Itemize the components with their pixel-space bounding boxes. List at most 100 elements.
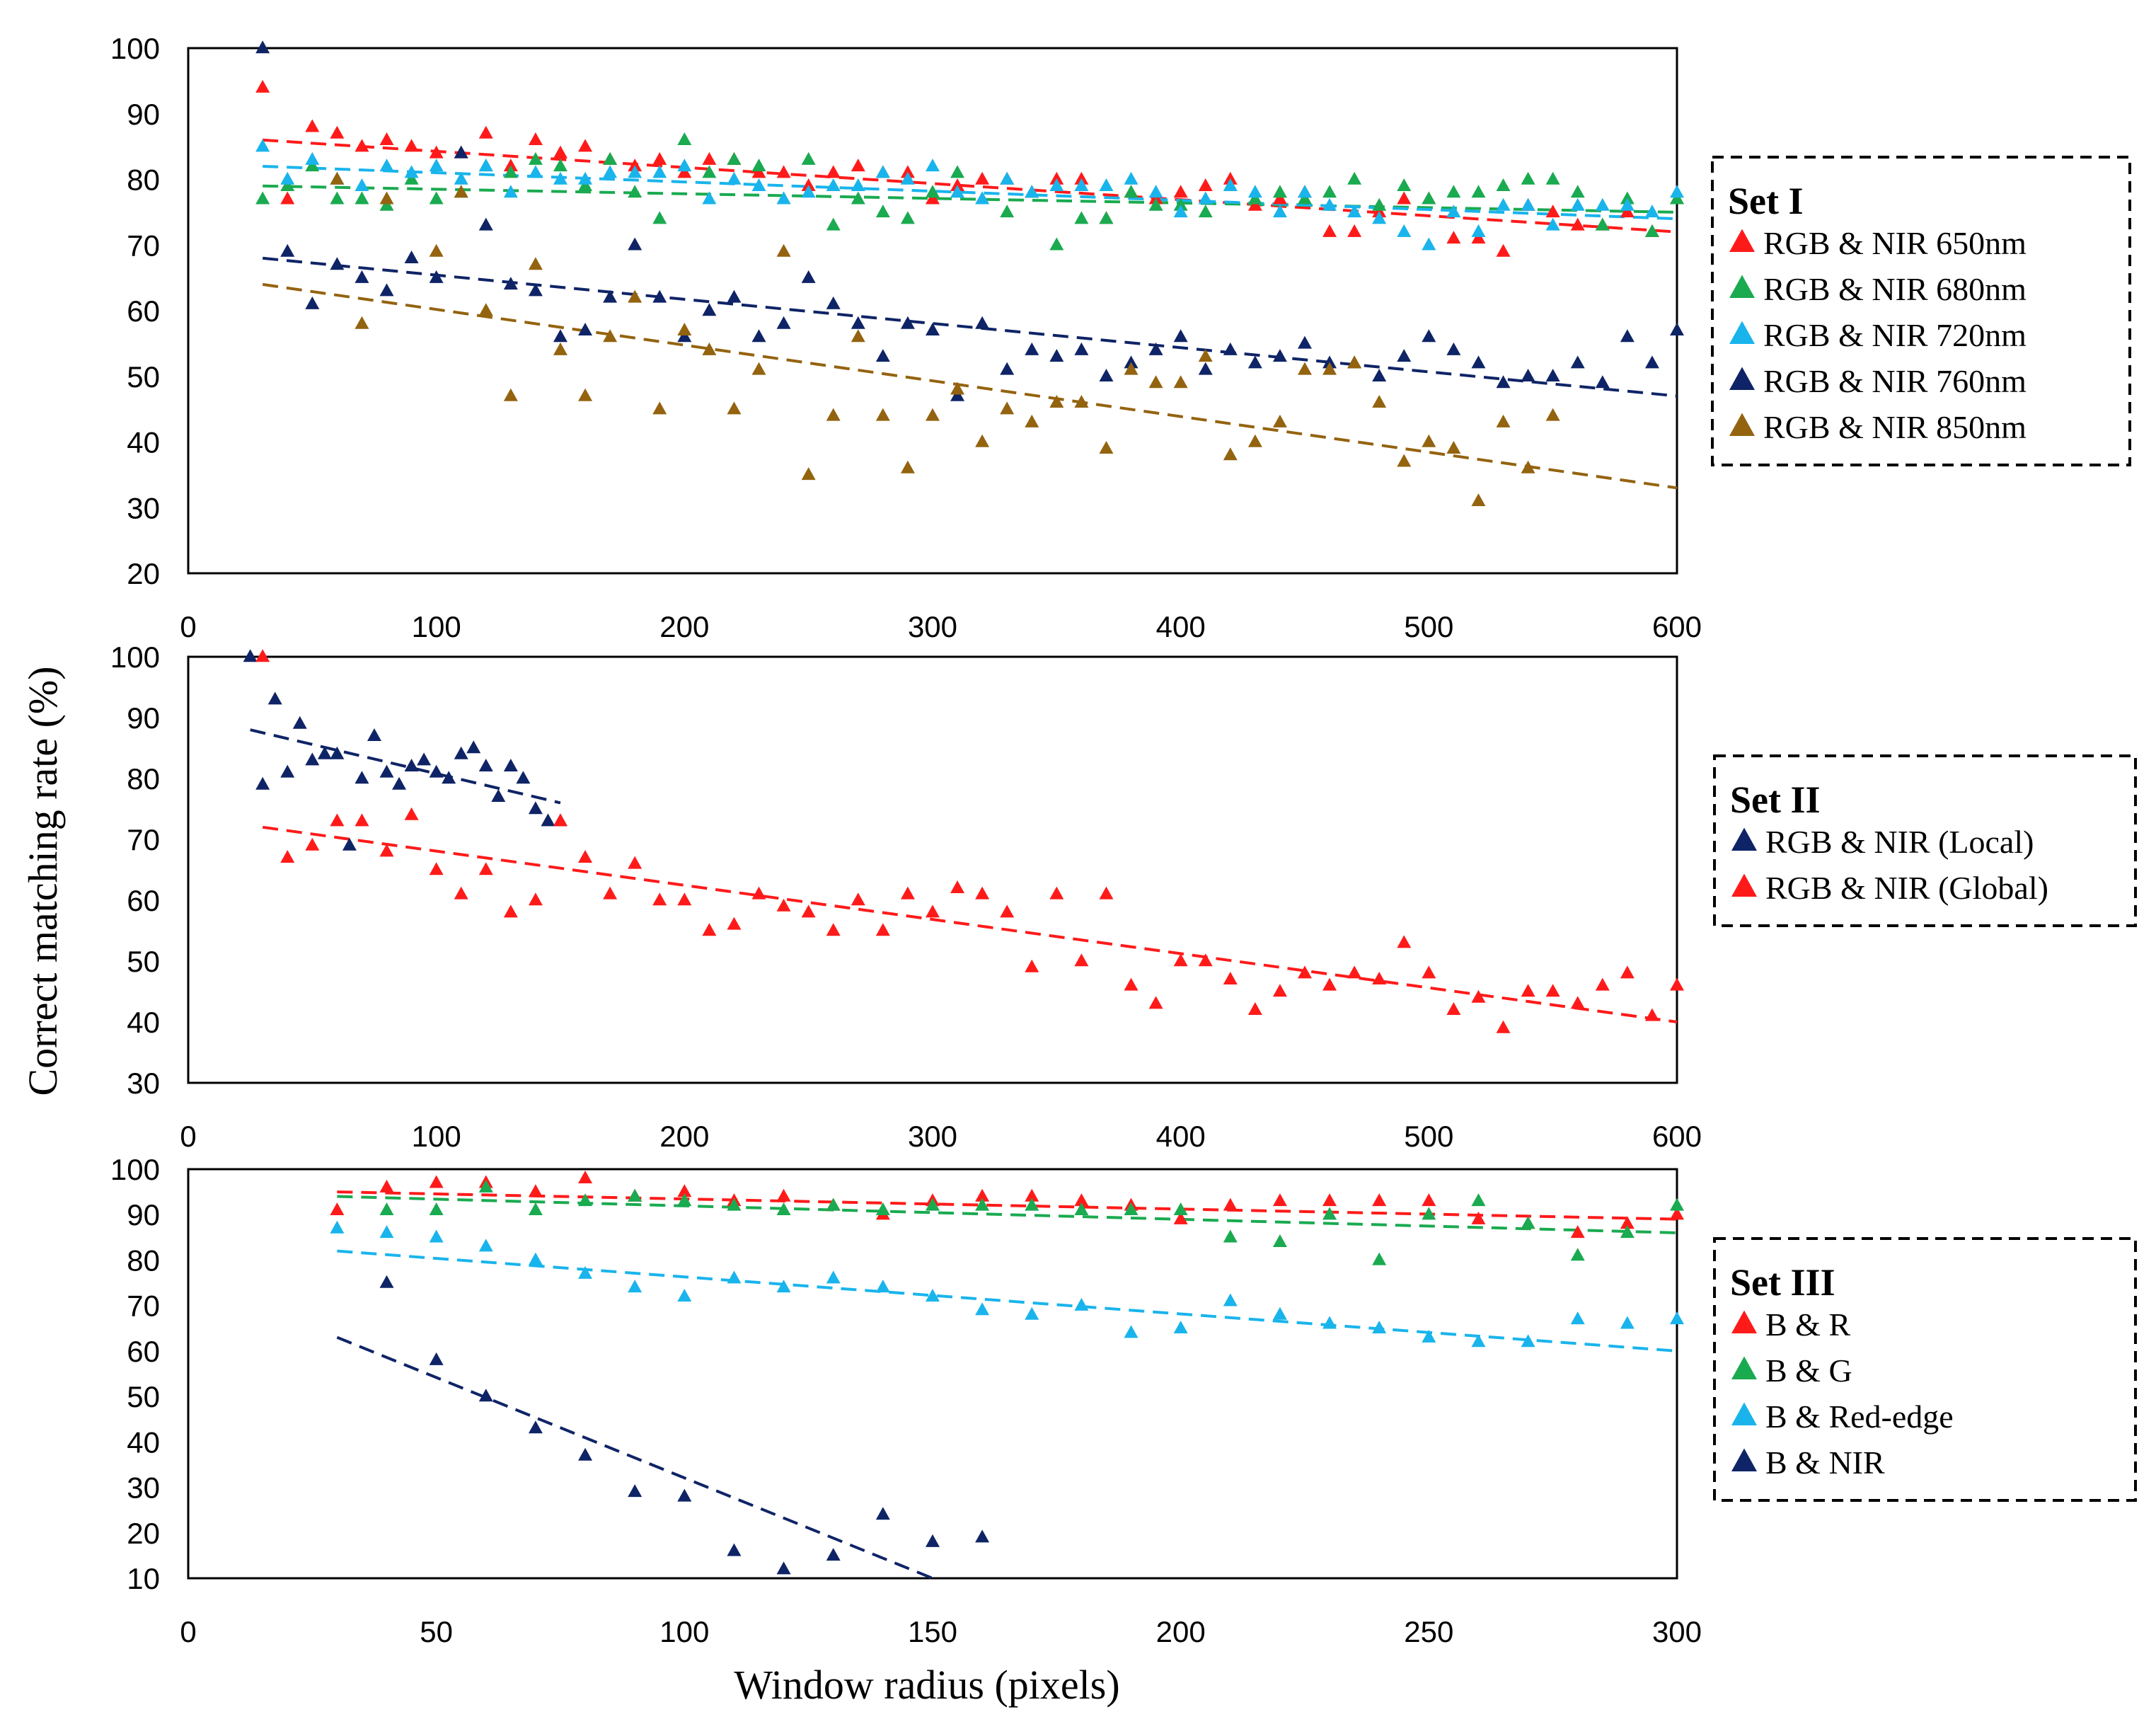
point-rgb-nir-local <box>454 746 468 759</box>
point-b-g <box>478 1179 493 1193</box>
trend-line-b-g <box>337 1195 1678 1234</box>
trend-line-rgb-nir-850nm <box>262 282 1678 490</box>
point-rgb-nir-680nm <box>379 197 394 211</box>
point-rgb-nir-global <box>1446 1002 1461 1015</box>
point-rgb-nir-local <box>255 776 270 790</box>
x-tick-label: 100 <box>412 1120 461 1153</box>
point-rgb-nir-global <box>1347 965 1362 979</box>
x-tick-label: 500 <box>1404 610 1453 643</box>
point-rgb-nir-850nm <box>801 467 816 481</box>
point-rgb-nir-650nm <box>1074 171 1089 185</box>
point-rgb-nir-850nm <box>950 381 965 395</box>
point-rgb-nir-720nm <box>826 178 841 191</box>
point-rgb-nir-760nm <box>280 243 295 257</box>
point-rgb-nir-720nm <box>280 171 295 185</box>
point-b-g <box>677 1193 692 1207</box>
point-rgb-nir-720nm <box>305 151 320 165</box>
point-b-g <box>1570 1248 1585 1261</box>
point-rgb-nir-760nm <box>900 316 915 329</box>
point-b-g <box>528 1202 543 1215</box>
point-rgb-nir-760nm <box>1322 355 1337 369</box>
point-rgb-nir-850nm <box>603 329 618 343</box>
y-tick-label: 100 <box>110 641 160 674</box>
point-rgb-nir-680nm <box>330 191 345 205</box>
x-tick-label: 300 <box>908 610 957 643</box>
point-b-r <box>1471 1211 1486 1224</box>
point-b-red-edge <box>926 1289 940 1302</box>
point-rgb-nir-760nm <box>801 270 816 283</box>
point-rgb-nir-local <box>528 801 543 815</box>
point-rgb-nir-720nm <box>1049 178 1064 191</box>
point-rgb-nir-720nm <box>1173 205 1188 218</box>
point-rgb-nir-720nm <box>776 191 791 205</box>
point-rgb-nir-760nm <box>975 316 990 329</box>
point-rgb-nir-720nm <box>1372 211 1387 224</box>
point-b-red-edge <box>727 1270 742 1284</box>
point-rgb-nir-680nm <box>280 178 295 191</box>
point-rgb-nir-720nm <box>1099 178 1114 191</box>
point-rgb-nir-680nm <box>1644 224 1659 237</box>
point-rgb-nir-local <box>491 789 506 802</box>
x-tick-label: 0 <box>180 1120 196 1153</box>
point-rgb-nir-650nm <box>1620 205 1635 218</box>
point-rgb-nir-global <box>528 892 543 906</box>
point-rgb-nir-650nm <box>1322 224 1337 237</box>
point-rgb-nir-680nm <box>404 171 419 185</box>
point-rgb-nir-680nm <box>875 205 890 218</box>
y-axis-title: Correct matching rate (%) <box>20 666 66 1096</box>
point-rgb-nir-850nm <box>1198 349 1213 362</box>
point-rgb-nir-global <box>826 923 841 936</box>
point-rgb-nir-local <box>305 752 320 766</box>
point-rgb-nir-850nm <box>628 289 642 303</box>
point-rgb-nir-global <box>429 862 444 875</box>
point-rgb-nir-local <box>280 764 295 778</box>
point-rgb-nir-720nm <box>354 178 369 191</box>
point-rgb-nir-850nm <box>1148 375 1163 389</box>
x-tick-label: 300 <box>908 1120 957 1153</box>
point-rgb-nir-650nm <box>1223 171 1238 185</box>
point-rgb-nir-680nm <box>751 159 766 172</box>
point-b-g <box>1322 1207 1337 1220</box>
legend-marker-b-g <box>1731 1356 1757 1379</box>
point-rgb-nir-720nm <box>1570 197 1585 211</box>
point-rgb-nir-720nm <box>1124 171 1138 185</box>
point-rgb-nir-global <box>1496 1020 1511 1033</box>
point-rgb-nir-global <box>1644 1008 1659 1021</box>
point-rgb-nir-720nm <box>1074 178 1089 191</box>
point-rgb-nir-680nm <box>1322 185 1337 198</box>
point-rgb-nir-global <box>603 886 618 900</box>
point-rgb-nir-850nm <box>330 171 345 185</box>
point-rgb-nir-680nm <box>1347 171 1362 185</box>
point-rgb-nir-760nm <box>603 289 618 303</box>
point-rgb-nir-850nm <box>1173 375 1188 389</box>
point-rgb-nir-680nm <box>528 151 543 165</box>
point-rgb-nir-650nm <box>1397 191 1412 205</box>
point-rgb-nir-global <box>1298 965 1312 979</box>
y-tick-label: 90 <box>127 98 160 131</box>
point-rgb-nir-650nm <box>702 151 717 165</box>
point-b-r <box>1322 1193 1337 1207</box>
point-rgb-nir-global <box>652 892 667 906</box>
point-rgb-nir-850nm <box>776 243 791 257</box>
point-rgb-nir-680nm <box>1000 205 1015 218</box>
point-rgb-nir-720nm <box>1670 185 1684 198</box>
point-rgb-nir-global <box>404 807 419 820</box>
point-b-r <box>776 1188 791 1202</box>
point-rgb-nir-760nm <box>1223 342 1238 355</box>
point-rgb-nir-650nm <box>1247 197 1262 211</box>
legend-box <box>1713 1237 2137 1502</box>
point-rgb-nir-680nm <box>950 165 965 178</box>
point-rgb-nir-850nm <box>354 316 369 329</box>
point-rgb-nir-760nm <box>1247 355 1262 369</box>
point-rgb-nir-720nm <box>603 165 618 178</box>
x-tick-label: 0 <box>180 1615 196 1648</box>
y-tick-label: 50 <box>127 1380 160 1413</box>
point-rgb-nir-global <box>1124 977 1138 991</box>
point-b-red-edge <box>330 1220 345 1234</box>
point-rgb-nir-720nm <box>1148 185 1163 198</box>
point-rgb-nir-global <box>330 813 345 827</box>
trend-line-rgb-nir-650nm <box>263 138 1678 234</box>
point-rgb-nir-760nm <box>1496 375 1511 389</box>
y-tick-label: 40 <box>127 426 160 459</box>
x-tick-label: 200 <box>1156 1615 1206 1648</box>
